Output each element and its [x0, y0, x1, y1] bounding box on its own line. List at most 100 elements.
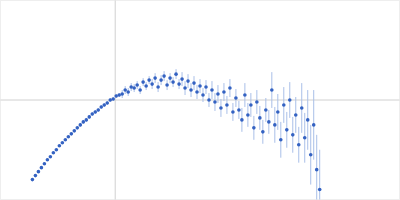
data-point: [300, 106, 304, 110]
data-point: [162, 74, 166, 78]
data-point: [90, 112, 94, 116]
data-point: [64, 138, 68, 142]
data-point: [276, 110, 280, 114]
data-point: [84, 118, 88, 122]
data-point: [279, 138, 283, 142]
data-point: [249, 103, 253, 107]
data-point: [297, 143, 301, 147]
data-point: [315, 168, 319, 172]
y-grid-line: [1, 100, 400, 101]
data-point: [153, 76, 157, 80]
data-point: [171, 80, 175, 84]
data-point: [43, 162, 47, 166]
data-point: [147, 78, 151, 82]
data-point: [255, 100, 259, 104]
data-point: [49, 155, 53, 159]
data-point: [174, 72, 178, 76]
plot-area: [31, 69, 322, 199]
data-point: [258, 116, 262, 120]
data-point: [216, 92, 220, 96]
data-point: [186, 79, 190, 83]
data-point: [150, 82, 154, 86]
data-point: [246, 113, 250, 117]
data-point: [237, 108, 241, 112]
data-point: [189, 88, 193, 92]
chart: [0, 0, 400, 200]
data-point: [234, 96, 238, 100]
data-point: [67, 135, 71, 139]
data-point: [46, 158, 50, 162]
data-point: [132, 86, 136, 90]
data-point: [34, 174, 38, 178]
error-bar: [316, 135, 317, 200]
data-point: [126, 90, 130, 94]
data-point: [55, 148, 59, 152]
data-point: [96, 108, 100, 112]
error-bar: [319, 150, 320, 200]
data-point: [40, 166, 44, 170]
data-point: [31, 178, 35, 182]
data-point: [156, 85, 160, 89]
data-point: [79, 123, 83, 127]
data-point: [288, 98, 292, 102]
data-point: [192, 81, 196, 85]
data-point: [58, 144, 62, 148]
data-point: [165, 83, 169, 87]
data-point: [87, 115, 91, 119]
data-point: [303, 136, 307, 140]
data-point: [213, 100, 217, 104]
data-point: [312, 123, 316, 127]
data-point: [144, 84, 148, 88]
data-point: [81, 120, 85, 124]
data-point: [291, 133, 295, 137]
data-point: [37, 170, 41, 174]
data-point: [240, 118, 244, 122]
data-point: [135, 83, 139, 87]
data-point: [228, 86, 232, 90]
data-point: [231, 110, 235, 114]
data-point: [93, 110, 97, 114]
data-point: [294, 113, 298, 117]
data-point: [61, 141, 65, 145]
data-point: [222, 90, 226, 94]
data-point: [70, 132, 74, 136]
data-point: [177, 82, 181, 86]
data-point: [102, 103, 106, 107]
data-point: [120, 92, 124, 96]
data-point: [183, 86, 187, 90]
data-point: [180, 77, 184, 81]
data-point: [73, 129, 77, 133]
points: [31, 72, 322, 191]
data-point: [159, 78, 163, 82]
data-point: [76, 126, 80, 130]
data-point: [318, 188, 322, 192]
data-point: [138, 88, 142, 92]
data-point: [204, 85, 208, 89]
data-point: [111, 97, 115, 101]
data-point: [282, 103, 286, 107]
data-point: [285, 128, 289, 132]
data-point: [141, 80, 145, 84]
data-point: [210, 88, 214, 92]
data-point: [219, 106, 223, 110]
data-point: [207, 98, 211, 102]
data-point: [267, 120, 271, 124]
data-point: [123, 88, 127, 92]
data-point: [52, 151, 56, 155]
data-point: [270, 88, 274, 92]
plot-frame: [1, 1, 400, 200]
data-point: [198, 84, 202, 88]
data-point: [225, 103, 229, 107]
data-point: [201, 93, 205, 97]
data-point: [105, 101, 109, 105]
data-point: [264, 108, 268, 112]
data-point: [99, 105, 103, 109]
data-point: [168, 76, 172, 80]
error-bars: [32, 69, 319, 199]
data-point: [309, 153, 313, 157]
data-point: [261, 130, 265, 134]
data-point: [273, 123, 277, 127]
data-point: [306, 118, 310, 122]
data-point: [252, 126, 256, 130]
data-point: [243, 93, 247, 97]
